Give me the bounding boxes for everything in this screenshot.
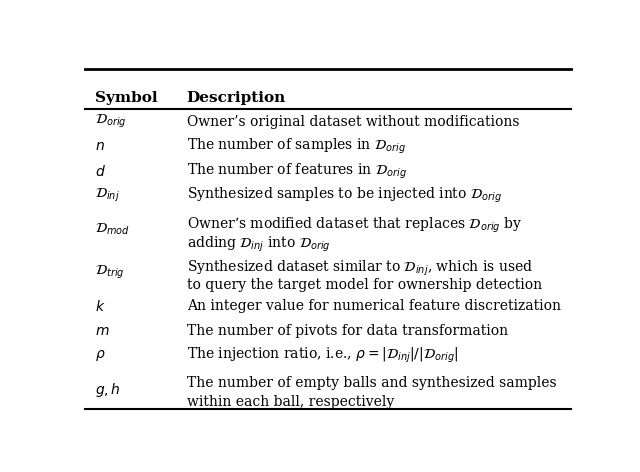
Text: Owner’s original dataset without modifications: Owner’s original dataset without modific… (187, 115, 519, 129)
Text: Synthesized dataset similar to $\mathcal{D}_{inj}$, which is used: Synthesized dataset similar to $\mathcal… (187, 259, 532, 278)
Text: Synthesized samples to be injected into $\mathcal{D}_{orig}$: Synthesized samples to be injected into … (187, 186, 502, 205)
Text: adding $\mathcal{D}_{inj}$ into $\mathcal{D}_{orig}$: adding $\mathcal{D}_{inj}$ into $\mathca… (187, 235, 330, 254)
Text: The number of empty balls and synthesized samples: The number of empty balls and synthesize… (187, 376, 556, 390)
Text: $\mathcal{D}_{mod}$: $\mathcal{D}_{mod}$ (95, 222, 130, 237)
Text: within each ball, respectively: within each ball, respectively (187, 395, 394, 409)
Text: $m$: $m$ (95, 324, 109, 338)
Text: $d$: $d$ (95, 164, 106, 178)
Text: The number of features in $\mathcal{D}_{orig}$: The number of features in $\mathcal{D}_{… (187, 161, 406, 181)
Text: $\mathcal{D}_{orig}$: $\mathcal{D}_{orig}$ (95, 113, 127, 130)
Text: Owner’s modified dataset that replaces $\mathcal{D}_{orig}$ by: Owner’s modified dataset that replaces $… (187, 216, 522, 235)
Text: The injection ratio, i.e., $\rho = |\mathcal{D}_{inj}|/|\mathcal{D}_{orig}|$: The injection ratio, i.e., $\rho = |\mat… (187, 346, 458, 365)
Text: $k$: $k$ (95, 299, 106, 314)
Text: The number of samples in $\mathcal{D}_{orig}$: The number of samples in $\mathcal{D}_{o… (187, 137, 406, 156)
Text: to query the target model for ownership detection: to query the target model for ownership … (187, 278, 542, 292)
Text: $\mathcal{D}_{trig}$: $\mathcal{D}_{trig}$ (95, 264, 124, 281)
Text: Symbol: Symbol (95, 91, 157, 105)
Text: Description: Description (187, 91, 286, 105)
Text: The number of pivots for data transformation: The number of pivots for data transforma… (187, 324, 508, 338)
Text: $\rho$: $\rho$ (95, 348, 106, 363)
Text: An integer value for numerical feature discretization: An integer value for numerical feature d… (187, 299, 561, 313)
Text: $\mathcal{D}_{inj}$: $\mathcal{D}_{inj}$ (95, 187, 120, 204)
Text: $g, h$: $g, h$ (95, 380, 121, 398)
Text: $n$: $n$ (95, 139, 105, 153)
